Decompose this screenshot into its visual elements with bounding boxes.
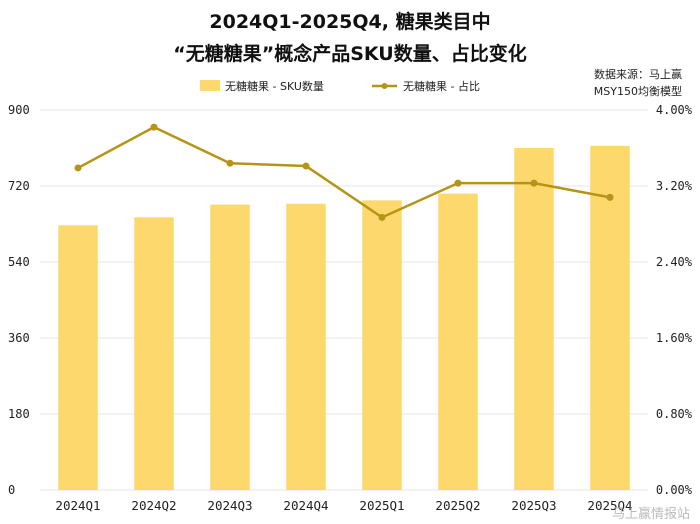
bar-series [58, 145, 630, 491]
y-axis-right: 0.00% 0.80% 1.60% 2.40% 3.20% 4.00% [656, 103, 693, 497]
share-point-2025Q2 [454, 179, 462, 187]
share-line [77, 125, 611, 219]
y-left-tick-label: 0 [8, 483, 15, 497]
legend-bar-swatch [200, 80, 220, 91]
x-tick-label: 2025Q1 [359, 498, 404, 513]
x-tick-label: 2025Q4 [587, 498, 632, 513]
legend: 无糖糖果 - SKU数量 无糖糖果 - 占比 [200, 79, 480, 93]
y-right-tick-label: 0.00% [656, 483, 693, 497]
y-left-tick-label: 900 [8, 103, 30, 117]
gridlines [40, 109, 648, 491]
bar-2025Q4 [590, 145, 630, 490]
legend-line-marker [381, 83, 388, 89]
share-point-2024Q1 [74, 164, 82, 172]
x-tick-label: 2024Q2 [131, 498, 176, 513]
y-left-tick-label: 540 [8, 255, 30, 269]
share-point-2024Q2 [150, 123, 158, 131]
y-right-tick-label: 0.80% [656, 407, 693, 421]
bar-2025Q3 [514, 148, 554, 490]
share-point-2025Q1 [378, 213, 386, 221]
source-line-2: MSY150均衡模型 [594, 84, 682, 98]
bar-2025Q2 [438, 193, 478, 490]
bar-2025Q1 [362, 200, 402, 490]
share-point-2024Q3 [226, 159, 234, 167]
line-series [74, 123, 614, 221]
bar-2024Q4 [286, 203, 326, 490]
bar-2024Q3 [210, 204, 250, 491]
chart-title-line-2: “无糖糖果”概念产品SKU数量、占比变化 [173, 42, 526, 65]
chart-title-line-1: 2024Q1-2025Q4, 糖果类目中 [209, 10, 490, 33]
y-right-tick-label: 3.20% [656, 179, 693, 193]
watermark: 马上赢情报站 [612, 506, 690, 522]
y-left-tick-label: 360 [8, 331, 30, 345]
bar-2024Q1 [58, 225, 98, 490]
chart-title: 2024Q1-2025Q4, 糖果类目中 “无糖糖果”概念产品SKU数量、占比变… [173, 10, 526, 65]
share-point-2025Q3 [530, 179, 538, 187]
legend-line-label: 无糖糖果 - 占比 [403, 79, 480, 93]
x-tick-label: 2024Q4 [283, 498, 328, 513]
y-right-tick-label: 4.00% [656, 103, 693, 117]
x-tick-label: 2025Q2 [435, 498, 480, 513]
y-left-tick-label: 720 [8, 179, 30, 193]
source-note: 数据来源：马上赢 MSY150均衡模型 [594, 67, 682, 98]
y-right-tick-label: 1.60% [656, 331, 693, 345]
x-tick-label: 2024Q3 [207, 498, 252, 513]
share-point-2024Q4 [302, 162, 310, 170]
y-right-tick-label: 2.40% [656, 255, 693, 269]
source-line-1: 数据来源：马上赢 [594, 67, 682, 81]
y-left-tick-label: 180 [8, 407, 30, 421]
x-axis: 2024Q1 2024Q2 2024Q3 2024Q4 2025Q1 2025Q2 2025… [55, 498, 632, 513]
x-tick-label: 2025Q3 [511, 498, 556, 513]
x-tick-label: 2024Q1 [55, 498, 100, 513]
bar-2024Q2 [134, 217, 174, 490]
share-point-2025Q4 [606, 193, 614, 201]
y-axis-left: 0 180 360 540 720 900 [8, 103, 30, 497]
legend-bar-label: 无糖糖果 - SKU数量 [225, 79, 324, 93]
